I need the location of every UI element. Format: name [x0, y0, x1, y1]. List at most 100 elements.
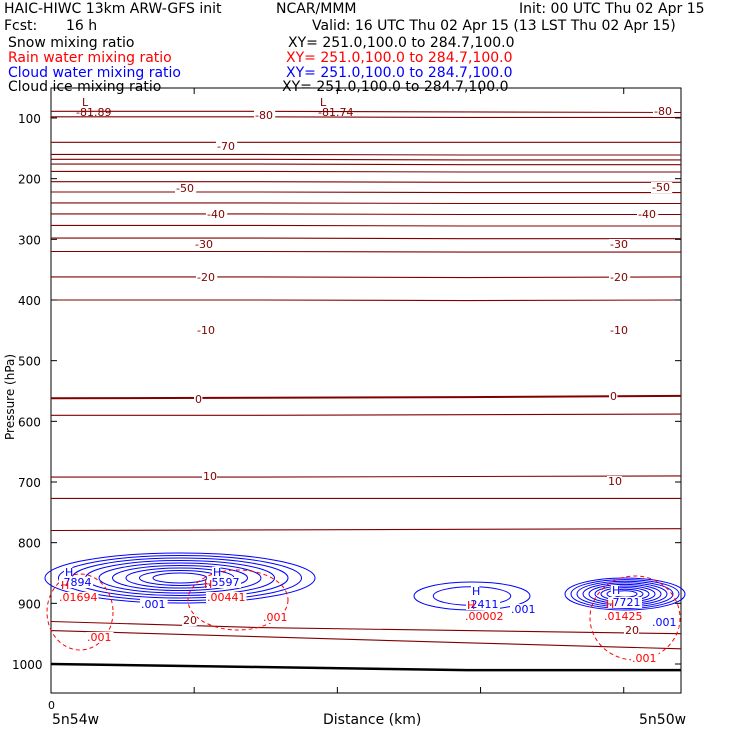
cloud-water-contour-label-bg — [140, 599, 168, 610]
cloud-water-max-marker-bg — [64, 567, 73, 578]
valid-time: Valid: 16 UTC Thu 02 Apr 15 (13 LST Thu … — [312, 18, 676, 34]
isotherm-label: -40 — [207, 208, 225, 221]
y-tick-label: 200 — [18, 173, 41, 187]
isotherm-label-bg — [194, 239, 216, 250]
isotherm-line — [51, 276, 682, 279]
rain-max-value-bg — [58, 592, 99, 603]
rain-contour-label: .001 — [263, 611, 288, 624]
cloud-water-contour — [98, 562, 262, 594]
isotherm-label-bg — [609, 239, 631, 250]
isotherm-label: -80 — [654, 105, 672, 118]
isotherm-line — [50, 394, 682, 400]
cloud-water-max-marker: H — [612, 584, 620, 597]
legend-rain-xy: XY= 251.0,100.0 to 284.7,100.0 — [286, 50, 513, 66]
isotherm-label: -70 — [217, 140, 235, 153]
y-tick-label: 900 — [18, 597, 41, 611]
legend-cloud-water-name: Cloud water mixing ratio — [8, 65, 181, 81]
x-end-label: 5n50w — [639, 712, 687, 728]
cloud-water-contour — [564, 577, 686, 611]
isotherm-line — [51, 299, 682, 302]
cloud-water-contour — [58, 555, 302, 601]
low-marker: L — [320, 96, 327, 109]
cloud-water-contour-label: .001 — [141, 598, 166, 611]
rain-water-contour — [187, 569, 289, 631]
isotherm-label-bg — [194, 394, 203, 405]
isotherm-line — [51, 191, 681, 194]
legend-snow-name: Snow mixing ratio — [8, 35, 135, 51]
isotherm-line — [51, 158, 681, 161]
cloud-water-contour-label: .001 — [511, 603, 536, 616]
isotherm-label: 0 — [195, 393, 202, 406]
cloud-water-max-value-bg — [207, 577, 241, 588]
y-tick-label: 600 — [18, 415, 41, 429]
rain-max-value: .00002 — [465, 610, 504, 623]
cloud-water-max-value-bg — [466, 599, 500, 610]
isotherm-label: -50 — [652, 181, 670, 194]
cloud-water-max-value-bg — [59, 577, 93, 588]
y-tick-label: 800 — [18, 537, 41, 551]
cloud-water-max-value: .5597 — [208, 576, 240, 589]
model-title: HAIC-HIWC 13km ARW-GFS init — [4, 1, 222, 17]
isotherm-label: 20 — [183, 614, 197, 627]
isotherm-line — [51, 250, 681, 253]
x-start-label: 5n54w — [52, 712, 100, 728]
y-tick-label: 100 — [18, 112, 41, 126]
isotherm-label: -40 — [638, 208, 656, 221]
low-value: -81.74 — [318, 106, 353, 119]
rain-max-value: .01425 — [604, 610, 643, 623]
rain-contour-label-bg — [86, 632, 114, 643]
isotherm-label: 10 — [608, 475, 622, 488]
rain-max-value-bg — [464, 611, 505, 622]
isotherm-label-bg — [254, 110, 276, 121]
cloud-water-max-marker: H — [472, 585, 480, 598]
contour-labels: -80 -70 -50 -40 -30 -20 -10 0 10 20 -80 -50 -40 -30 -2… — [58, 96, 679, 665]
isotherm-line — [51, 237, 681, 240]
isotherm-line — [51, 202, 681, 205]
plot-frame — [50, 87, 682, 694]
x-axis-label: Distance (km) — [323, 712, 422, 728]
fcst-label: Fcst: — [4, 18, 38, 34]
legend-cloud-ice-xy: XY= 251.0,100.0 to 284.7,100.0 — [282, 79, 509, 95]
isotherm-line — [51, 475, 682, 478]
isotherm-label: -10 — [610, 324, 628, 337]
rain-water-contours — [46, 569, 681, 661]
axes: 10020030040050060070080090010000Pressure… — [3, 88, 681, 712]
y-tick-label: 300 — [18, 233, 41, 247]
cloud-water-contour-label: .001 — [652, 616, 677, 629]
y-tick-label: 700 — [18, 476, 41, 490]
isotherm-label-bg — [182, 615, 197, 626]
cloud-water-contour — [570, 579, 680, 609]
isotherm-line — [51, 110, 682, 114]
isotherm-label: -80 — [255, 109, 273, 122]
fcst-value: 16 h — [66, 18, 98, 34]
isotherm-line — [50, 620, 682, 635]
isotherm-line — [51, 170, 681, 173]
cloud-water-contour-label-bg — [651, 617, 679, 628]
cloud-water-max-value-bg — [608, 597, 642, 608]
isotherm-label: 20 — [625, 624, 639, 637]
low-value: -81.89 — [76, 106, 111, 119]
x-tick-label: 0 — [48, 699, 55, 712]
y-tick-label: 500 — [18, 355, 41, 369]
isotherm-label-bg — [653, 106, 675, 117]
rain-max-value: .00441 — [207, 591, 246, 604]
isotherm-label-bg — [607, 476, 622, 487]
legend-rain-name: Rain water mixing ratio — [8, 50, 172, 66]
cloud-water-contour — [71, 557, 289, 599]
isotherm-label-bg — [624, 625, 639, 636]
rain-water-contour — [46, 573, 114, 651]
isotherm-line — [50, 528, 682, 532]
cloud-water-max-value: .7894 — [60, 576, 92, 589]
cloud-water-contour — [112, 565, 248, 591]
rain-max-value: .01694 — [59, 591, 98, 604]
legend-cloud-water-xy: XY= 251.0,100.0 to 284.7,100.0 — [286, 65, 513, 81]
rain-max-marker: H — [61, 579, 69, 592]
isotherm-line — [51, 213, 681, 216]
y-axis-label: Pressure (hPa) — [3, 354, 17, 440]
isotherm-label-bg — [609, 272, 631, 283]
isotherm-label-bg — [216, 141, 238, 152]
temperature-isotherms — [50, 110, 682, 650]
isotherm-label: -20 — [197, 271, 215, 284]
rain-water-contour — [589, 575, 681, 661]
